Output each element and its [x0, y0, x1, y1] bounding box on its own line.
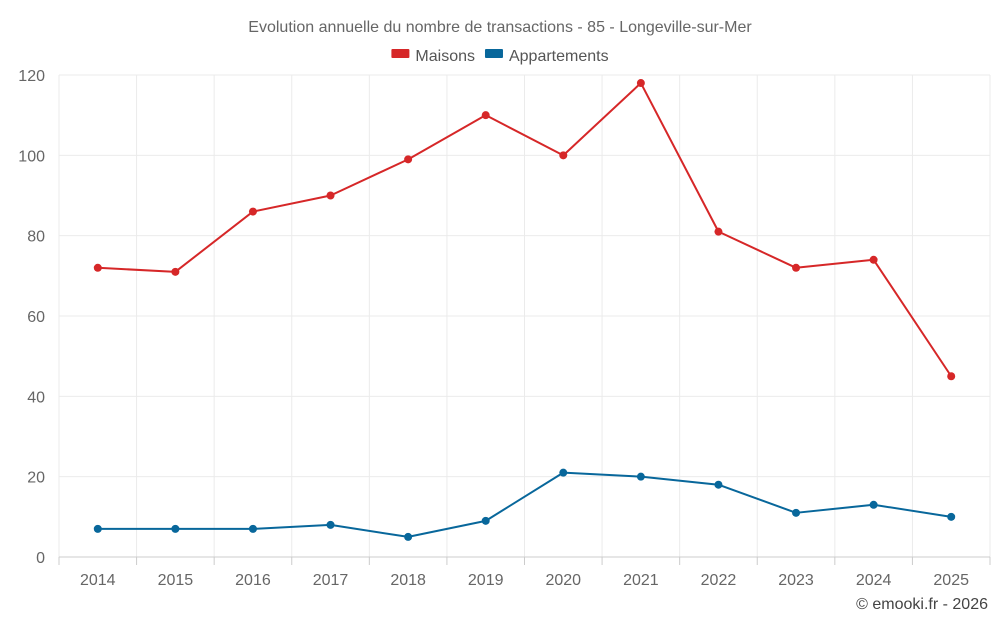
- grid: [58, 74, 991, 557]
- x-tick-label: 2015: [158, 572, 194, 589]
- legend-swatch: [484, 49, 503, 58]
- data-point[interactable]: [947, 512, 956, 521]
- data-point[interactable]: [636, 472, 645, 481]
- data-point[interactable]: [93, 263, 102, 272]
- series-line: [97, 82, 953, 377]
- data-point[interactable]: [171, 267, 180, 276]
- x-tick-label: 2025: [933, 572, 969, 589]
- data-point[interactable]: [714, 227, 723, 236]
- data-point[interactable]: [248, 524, 257, 533]
- legend-item-appartements[interactable]: Appartements: [484, 48, 609, 65]
- legend: Maisons Appartements: [391, 48, 609, 65]
- y-tick-label: 120: [18, 68, 45, 85]
- data-point[interactable]: [404, 155, 413, 164]
- series-line: [97, 471, 952, 538]
- series-appartements: [93, 468, 956, 541]
- y-tick-label: 20: [27, 470, 45, 487]
- legend-swatch: [391, 49, 410, 58]
- data-point[interactable]: [404, 532, 413, 541]
- series-maisons: [93, 79, 956, 381]
- legend-item-maisons[interactable]: Maisons: [391, 48, 475, 65]
- data-point[interactable]: [481, 111, 490, 120]
- data-point[interactable]: [171, 524, 180, 533]
- x-tick-label: 2024: [856, 572, 892, 589]
- axes: 0 20 40 60 80 100 120 2014 2015 2016 2017 2018 2019 2…: [18, 68, 991, 589]
- data-point[interactable]: [481, 516, 490, 525]
- data-point[interactable]: [636, 79, 645, 88]
- data-point[interactable]: [326, 191, 335, 200]
- credit-text: © emooki.fr - 2026: [856, 596, 988, 613]
- y-tick-label: 60: [27, 309, 45, 326]
- data-point[interactable]: [792, 263, 801, 272]
- x-tick-label: 2020: [545, 572, 581, 589]
- chart-title: Evolution annuelle du nombre de transact…: [248, 19, 752, 36]
- data-point[interactable]: [326, 520, 335, 529]
- data-point[interactable]: [947, 372, 956, 381]
- data-point[interactable]: [559, 468, 568, 477]
- x-tick-label: 2023: [778, 572, 814, 589]
- x-tick-label: 2017: [313, 572, 349, 589]
- data-point[interactable]: [792, 508, 801, 517]
- series: [93, 79, 956, 541]
- y-tick-label: 100: [18, 148, 45, 165]
- x-tick-label: 2021: [623, 572, 659, 589]
- data-point[interactable]: [93, 524, 102, 533]
- x-tick-label: 2016: [235, 572, 271, 589]
- legend-label: Appartements: [509, 48, 609, 65]
- x-tick-label: 2014: [80, 572, 116, 589]
- x-tick-label: 2018: [390, 572, 426, 589]
- data-point[interactable]: [714, 480, 723, 489]
- legend-label: Maisons: [415, 48, 475, 65]
- data-point[interactable]: [869, 500, 878, 509]
- x-tick-label: 2019: [468, 572, 504, 589]
- y-tick-label: 0: [36, 550, 45, 567]
- data-point[interactable]: [869, 255, 878, 264]
- y-tick-label: 80: [27, 229, 45, 246]
- data-point[interactable]: [559, 151, 568, 160]
- x-tick-label: 2022: [701, 572, 737, 589]
- y-tick-label: 40: [27, 389, 45, 406]
- data-point[interactable]: [248, 207, 257, 216]
